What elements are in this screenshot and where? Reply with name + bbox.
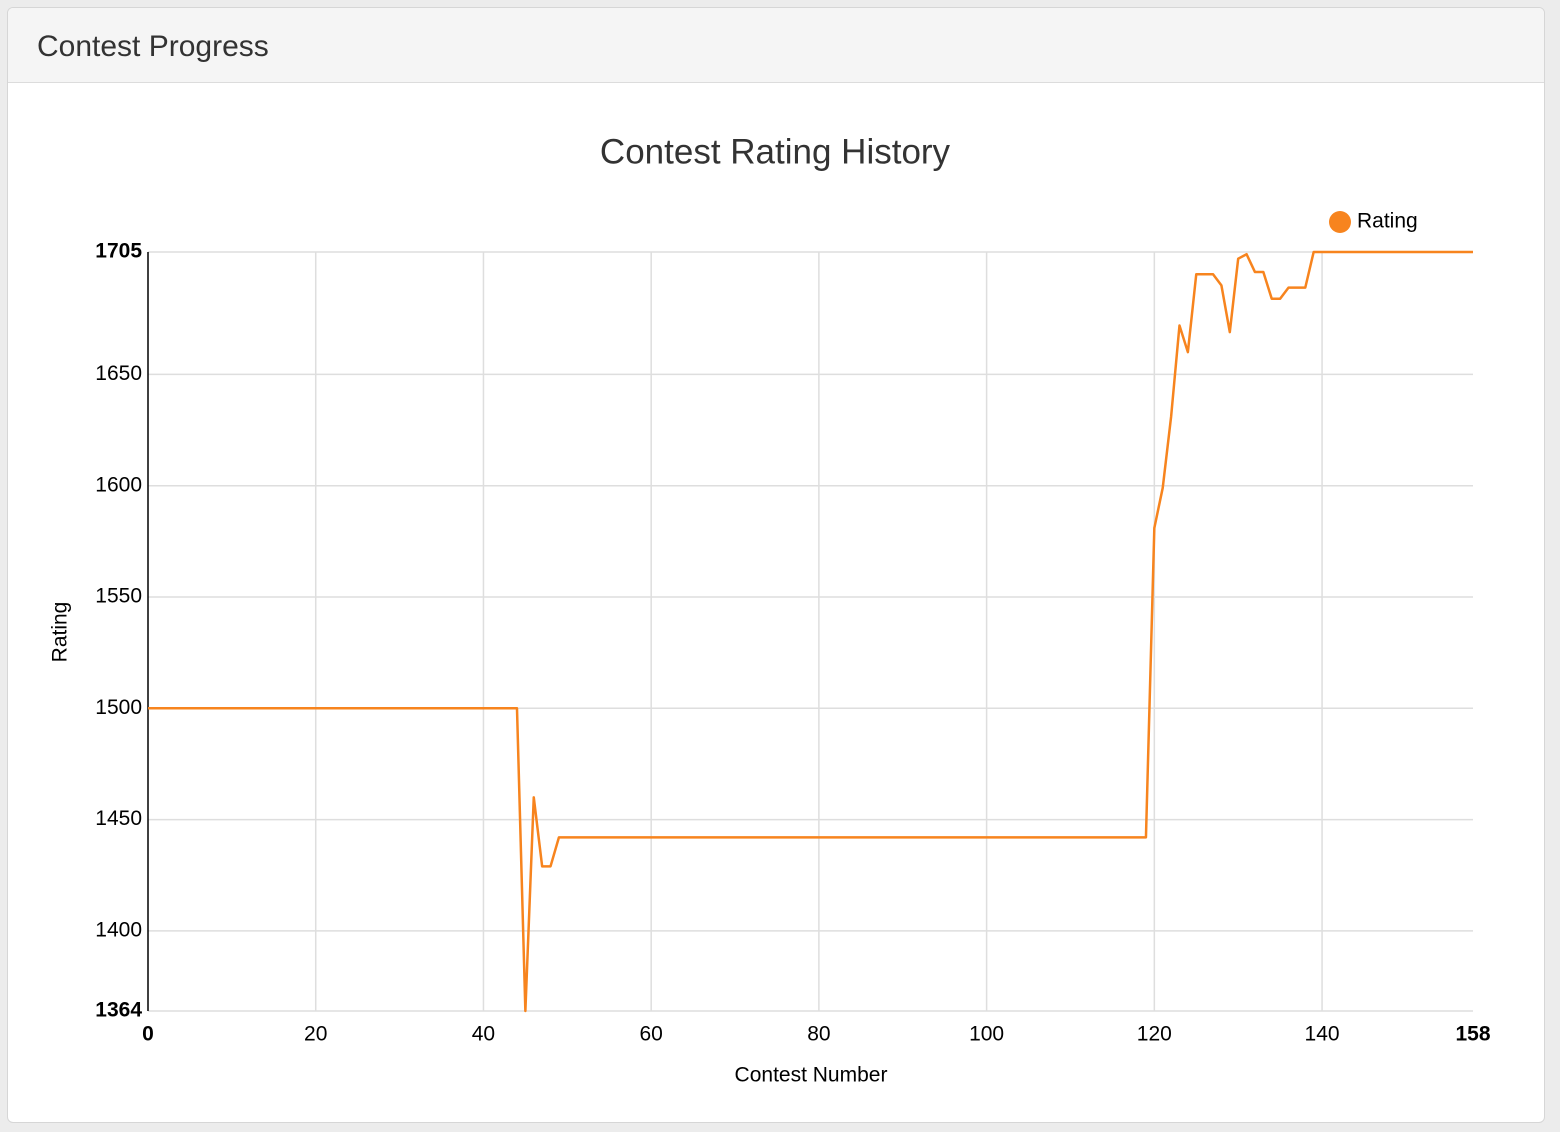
x-tick-label: 140 bbox=[1305, 1023, 1340, 1046]
chart-title: Contest Rating History bbox=[600, 132, 951, 171]
line bbox=[148, 250, 1473, 1013]
y-tick-label: 1600 bbox=[95, 473, 142, 496]
panel-header: Contest Progress bbox=[8, 8, 1544, 83]
y-tick-label: 1550 bbox=[95, 585, 142, 608]
x-tick-label: 0 bbox=[142, 1023, 154, 1046]
x-axis-label: Contest Number bbox=[735, 1064, 888, 1087]
panel: Contest Progress bbox=[7, 7, 1545, 1123]
y-tick-label: 1364 bbox=[95, 999, 142, 1022]
x-tick-label: 80 bbox=[807, 1023, 830, 1046]
y-tick-label: 1705 bbox=[95, 240, 142, 263]
x-tick-label: 120 bbox=[1137, 1023, 1172, 1046]
legend-marker bbox=[1329, 211, 1351, 233]
x-tick-label: 20 bbox=[304, 1023, 327, 1046]
panel-title: Contest Progress bbox=[37, 30, 269, 63]
y-tick-label: 1400 bbox=[95, 918, 142, 941]
x-tick-label: 40 bbox=[472, 1023, 495, 1046]
y-tick-label: 1650 bbox=[95, 362, 142, 385]
legend-label: Rating bbox=[1357, 210, 1418, 233]
x-tick-label: 158 bbox=[1455, 1023, 1490, 1046]
y-tick-label: 1500 bbox=[95, 696, 142, 719]
y-tick-label: 1450 bbox=[95, 807, 142, 830]
x-tick-label: 100 bbox=[969, 1023, 1004, 1046]
x-tick-label: 60 bbox=[639, 1023, 662, 1046]
y-axis-label: Rating bbox=[49, 602, 72, 663]
